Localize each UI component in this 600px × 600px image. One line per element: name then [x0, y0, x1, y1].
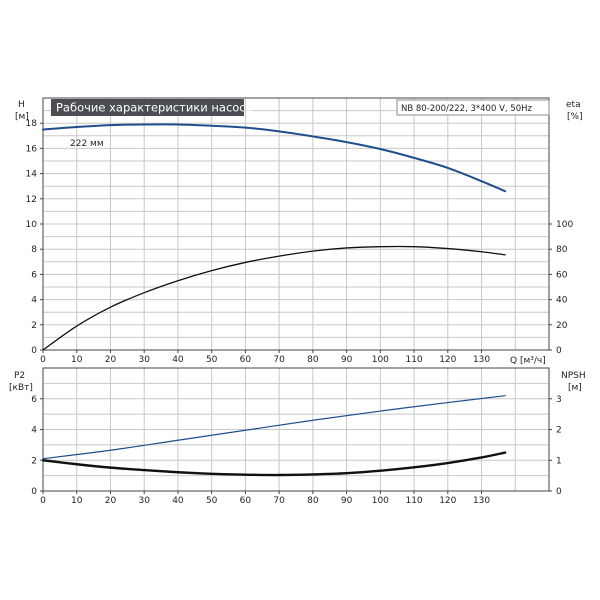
y-left-tick-label: 2 [31, 456, 37, 466]
y-right-tick-label: 0 [556, 346, 562, 356]
power-curve [42, 395, 506, 460]
x-tick-label: 120 [439, 496, 456, 506]
model-label-box [396, 99, 550, 116]
x-tick-label: 90 [341, 355, 353, 365]
chart-title-box [51, 99, 244, 116]
y-right-tick-label: 20 [556, 321, 568, 331]
series-layer [41, 123, 507, 477]
y-right-tick-label: 0 [556, 487, 562, 497]
y-right-tick-label: 80 [556, 245, 568, 255]
y-right-tick-label: 100 [556, 220, 573, 230]
x-tick-label: 10 [71, 496, 83, 506]
y-right-tick-label: 40 [556, 296, 568, 306]
y-left-unit-top: [м] [15, 112, 29, 122]
y-left-tick-label: 8 [31, 245, 37, 255]
x-tick-label: 60 [240, 496, 252, 506]
y-left-tick-label: 16 [26, 144, 38, 154]
x-tick-label: 80 [307, 355, 319, 365]
y-right-tick-label: 3 [556, 395, 562, 405]
x-tick-label: 50 [206, 355, 218, 365]
plot-frames [42, 97, 550, 492]
x-tick-label: 110 [405, 496, 422, 506]
x-tick-label: 40 [172, 355, 184, 365]
y-right-tick-label: 60 [556, 270, 568, 280]
x-tick-label: 70 [273, 355, 285, 365]
x-tick-label: 0 [40, 496, 46, 506]
x-tick-label: 40 [172, 496, 184, 506]
y-left-tick-label: 2 [31, 321, 37, 331]
x-tick-label: 30 [138, 355, 150, 365]
y-right-label-top: eta [566, 100, 581, 110]
x-tick-label: 100 [372, 496, 389, 506]
x-tick-label: 30 [138, 496, 150, 506]
y-left-tick-label: 6 [31, 270, 37, 280]
npsh-curve [41, 451, 507, 477]
x-tick-label: 0 [40, 355, 46, 365]
curve-label-222mm: 222 мм [70, 139, 104, 149]
x-axis-label: Q [м³/ч] [510, 356, 546, 366]
y-left-tick-label: 14 [26, 170, 38, 180]
grid-layer [43, 98, 549, 491]
x-tick-label: 120 [439, 355, 456, 365]
x-tick-label: 130 [473, 355, 490, 365]
y-left-unit-bottom: [кВт] [9, 383, 33, 393]
y-right-tick-label: 1 [556, 456, 562, 466]
head-curve [42, 123, 507, 193]
x-tick-label: 20 [105, 355, 117, 365]
y-left-tick-label: 4 [31, 426, 37, 436]
y-right-label-bottom: NPSH [561, 371, 586, 381]
y-right-unit-bottom: [м] [568, 383, 582, 393]
x-tick-label: 10 [71, 355, 83, 365]
x-tick-label: 50 [206, 496, 218, 506]
y-left-tick-label: 0 [31, 346, 37, 356]
x-tick-label: 130 [473, 496, 490, 506]
x-tick-label: 80 [307, 496, 319, 506]
chart-title: Рабочие характеристики насоса [56, 101, 253, 115]
y-left-tick-label: 6 [31, 395, 37, 405]
x-tick-label: 20 [105, 496, 117, 506]
y-right-tick-label: 2 [556, 426, 562, 436]
x-tick-label: 110 [405, 355, 422, 365]
y-right-unit-top: [%] [567, 112, 583, 122]
y-left-tick-label: 12 [26, 195, 37, 205]
y-left-tick-label: 4 [31, 296, 37, 306]
y-left-tick-label: 18 [26, 119, 38, 129]
model-label: NB 80-200/222, 3*400 V, 50Hz [401, 104, 532, 114]
y-left-tick-label: 10 [26, 220, 38, 230]
x-tick-label: 60 [240, 355, 252, 365]
x-tick-label: 100 [372, 355, 389, 365]
x-tick-label: 90 [341, 496, 353, 506]
x-tick-label: 70 [273, 496, 285, 506]
y-left-label-top: H [18, 100, 25, 110]
y-left-tick-label: 0 [31, 487, 37, 497]
efficiency-curve [42, 245, 506, 351]
y-left-label-bottom: P2 [14, 371, 25, 381]
